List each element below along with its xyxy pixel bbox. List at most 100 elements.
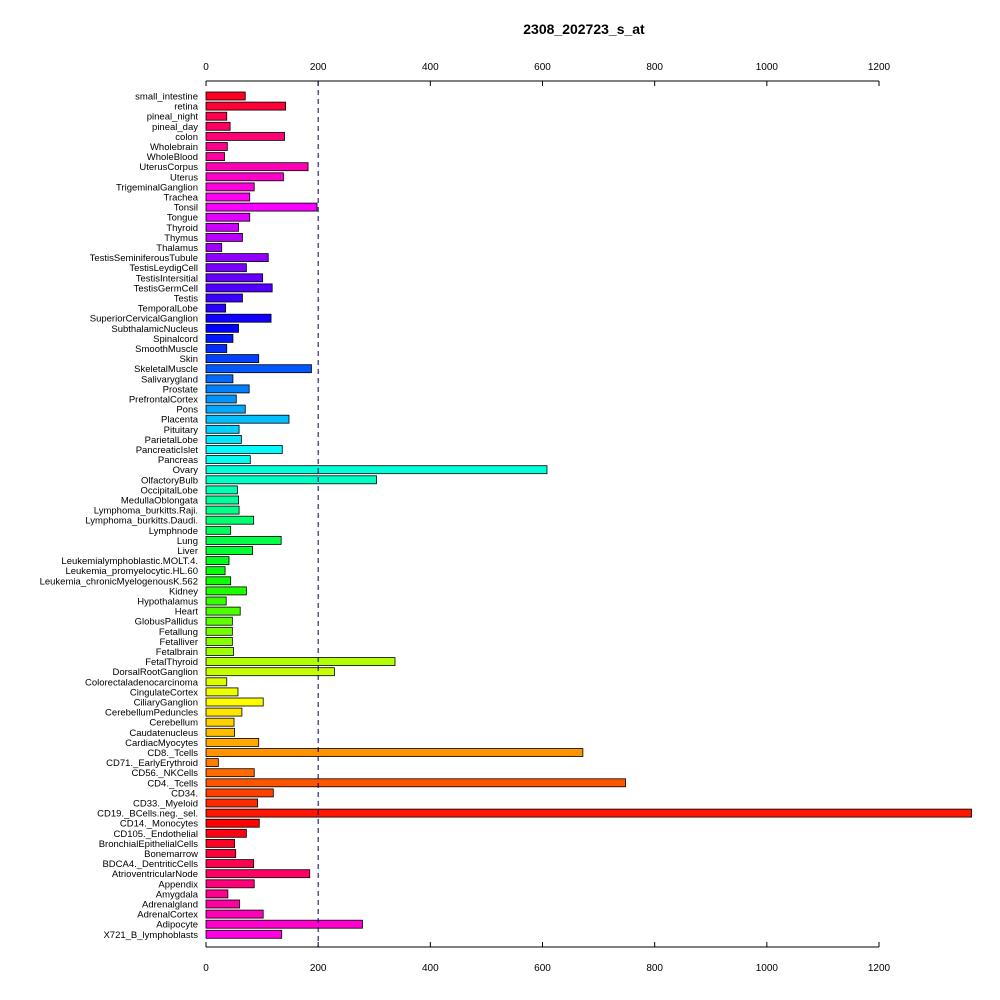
bar-67 — [205, 768, 255, 778]
bar-25 — [205, 344, 228, 353]
bar-78 — [205, 879, 255, 889]
bar-46 — [205, 556, 230, 565]
x-tick-label-top: 600 — [534, 62, 551, 73]
category-label-35: PancreaticIslet — [136, 445, 199, 456]
x-tick-label-bottom: 200 — [310, 963, 327, 974]
category-label-23: SubthalamicNucleus — [111, 324, 198, 335]
bar-28 — [205, 374, 234, 384]
category-label-40: MedullaOblongata — [121, 496, 199, 507]
bar-61 — [205, 707, 243, 717]
bar-16 — [205, 253, 269, 263]
category-label-27: SkeletalMuscle — [134, 364, 198, 375]
x-tick-label-top: 800 — [646, 62, 663, 73]
bar-43 — [205, 525, 232, 535]
category-label-66: CD71._EarlyErythroid — [106, 758, 198, 769]
bar-64 — [205, 738, 260, 747]
category-label-63: Caudatenucleus — [129, 728, 198, 739]
bar-76 — [205, 859, 255, 868]
category-label-16: TestisSeminiferousTubule — [90, 253, 198, 264]
category-label-38: OlfactoryBulb — [141, 475, 198, 486]
category-label-62: Cerebellum — [149, 718, 198, 729]
bar-71 — [205, 808, 972, 818]
x-axis-bottom: 0 200 400 600 800 1000 1200 — [203, 942, 891, 974]
bar-70 — [205, 798, 258, 808]
x-tick-label-bottom: 0 — [203, 963, 209, 974]
x-tick-label-bottom: 1200 — [868, 963, 891, 974]
category-label-22: SuperiorCervicalGanglion — [90, 314, 198, 325]
category-label-49: Kidney — [169, 586, 198, 597]
category-label-3: pineal_day — [152, 122, 198, 133]
category-label-61: CerebellumPeduncles — [105, 708, 198, 719]
bar-18 — [205, 273, 264, 283]
bar-2 — [205, 111, 228, 121]
bar-56 — [205, 657, 396, 666]
bar-44 — [205, 536, 282, 545]
category-label-1: retina — [174, 102, 198, 113]
category-label-32: Placenta — [161, 415, 199, 426]
category-label-78: Appendix — [158, 879, 198, 890]
bar-22 — [205, 313, 272, 323]
x-tick-label-top: 1000 — [756, 62, 779, 73]
x-tick-label-top: 0 — [203, 62, 209, 73]
category-label-81: AdrenalCortex — [137, 910, 198, 921]
bar-51 — [205, 606, 241, 616]
bar-38 — [205, 475, 377, 485]
category-label-60: CiliaryGanglion — [134, 698, 198, 709]
category-label-74: BronchialEpithelialCells — [99, 839, 199, 850]
category-label-67: CD56._NKCells — [131, 768, 198, 779]
x-tick-label-bottom: 600 — [534, 963, 551, 974]
bar-11 — [205, 202, 318, 212]
category-label-71: CD19._BCells.neg._sel. — [97, 809, 198, 820]
category-label-8: Uterus — [170, 172, 198, 183]
bar-74 — [205, 839, 236, 848]
category-label-73: CD105._Endothelial — [113, 829, 198, 840]
bar-9 — [205, 182, 255, 192]
category-label-21: TemporalLobe — [138, 304, 198, 315]
category-label-47: Leukemia_promyelocytic.HL.60 — [65, 566, 198, 577]
bar-37 — [205, 465, 548, 475]
category-label-69: CD34. — [171, 788, 198, 799]
bar-57 — [205, 667, 335, 677]
category-label-57: DorsalRootGanglion — [112, 667, 198, 678]
bar-58 — [205, 677, 228, 687]
bar-26 — [205, 354, 260, 364]
bar-5 — [205, 142, 228, 151]
category-label-54: Fetalliver — [159, 637, 198, 648]
bar-69 — [205, 788, 274, 798]
bar-31 — [205, 404, 246, 414]
bar-23 — [205, 323, 239, 333]
category-label-65: CD8._Tcells — [147, 748, 198, 759]
category-label-53: Fetallung — [159, 627, 198, 638]
bar-29 — [205, 384, 250, 394]
x-tick-label-bottom: 1000 — [756, 963, 779, 974]
bar-17 — [205, 263, 247, 273]
bar-35 — [205, 445, 283, 454]
category-label-17: TestisLeydigCell — [129, 263, 198, 274]
bar-73 — [205, 828, 247, 838]
bar-24 — [205, 333, 234, 343]
category-label-14: Thymus — [164, 233, 198, 244]
category-label-29: Prostate — [163, 384, 198, 395]
category-label-52: GlobusPallidus — [135, 617, 199, 628]
category-label-43: Lymphnode — [149, 526, 198, 537]
category-label-72: CD14._Monocytes — [120, 819, 198, 830]
bar-40 — [205, 495, 239, 505]
bar-65 — [205, 748, 584, 757]
bar-series — [205, 91, 972, 939]
x-tick-label-top: 400 — [422, 62, 439, 73]
category-label-70: CD33._Myeloid — [133, 799, 198, 810]
bar-68 — [205, 778, 626, 788]
bar-33 — [205, 424, 240, 434]
category-label-59: CingulateCortex — [130, 687, 198, 698]
category-label-5: Wholebrain — [150, 142, 198, 153]
category-label-20: Testis — [174, 294, 199, 305]
bar-7 — [205, 162, 309, 172]
bar-34 — [205, 434, 242, 444]
bar-12 — [205, 212, 251, 222]
category-label-64: CardiacMyocytes — [125, 738, 198, 749]
category-label-39: OccipitalLobe — [140, 485, 198, 496]
category-label-19: TestisGermCell — [134, 283, 198, 294]
bar-62 — [205, 717, 235, 727]
category-label-9: TrigeminalGanglion — [116, 182, 198, 193]
